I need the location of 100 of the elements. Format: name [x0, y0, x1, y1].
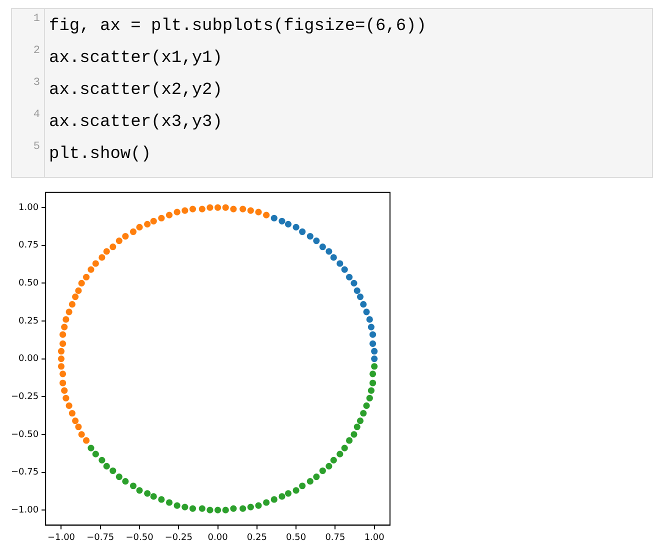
text: 3 — [32, 77, 40, 91]
point — [299, 482, 306, 490]
point — [255, 502, 262, 509]
point — [341, 266, 348, 273]
point — [88, 266, 94, 273]
text: ax.scatter(x3,y3) — [49, 113, 224, 134]
point — [103, 248, 110, 255]
point — [110, 467, 116, 474]
point — [174, 502, 180, 509]
point — [150, 493, 157, 500]
point — [66, 308, 72, 316]
point — [270, 214, 278, 222]
point — [61, 387, 68, 394]
point — [369, 340, 376, 347]
point — [336, 260, 344, 267]
y-tick-label: 0.75 — [18, 240, 39, 251]
point — [284, 220, 292, 228]
point — [214, 506, 222, 514]
point — [240, 505, 246, 512]
point — [306, 478, 314, 485]
y-tick-label: 1.00 — [18, 202, 39, 213]
text: 5 — [32, 141, 40, 155]
y-tick-label: 0.25 — [18, 316, 39, 326]
point — [72, 293, 79, 300]
point — [75, 287, 82, 294]
y-tick-label: −0.25 — [10, 392, 39, 402]
point — [368, 324, 375, 330]
y-tick-label: 0.50 — [18, 278, 39, 289]
point — [356, 293, 364, 300]
point — [284, 490, 292, 497]
point — [116, 473, 122, 480]
point — [369, 380, 376, 386]
point — [292, 487, 300, 494]
point — [78, 280, 85, 286]
point — [350, 280, 358, 286]
point — [341, 444, 348, 452]
point — [116, 238, 122, 244]
point — [346, 437, 353, 444]
point — [278, 218, 286, 224]
point — [58, 348, 65, 355]
y-tick-label: −0.50 — [10, 430, 39, 440]
point — [247, 504, 254, 510]
y-tick-label: 0.00 — [18, 354, 39, 364]
point — [206, 506, 214, 514]
text: 1 — [32, 13, 40, 27]
point — [98, 254, 106, 261]
point — [66, 402, 72, 409]
point — [356, 418, 364, 424]
point — [360, 410, 367, 417]
x-tick-label: −0.75 — [86, 532, 114, 543]
point — [130, 482, 137, 490]
point — [72, 418, 79, 424]
point — [363, 402, 370, 409]
point — [92, 450, 99, 458]
point — [88, 444, 94, 452]
point — [336, 450, 344, 458]
point — [366, 316, 373, 323]
point — [371, 348, 378, 355]
point — [182, 207, 188, 214]
x-tick-label: 0.75 — [325, 532, 346, 543]
point — [369, 370, 376, 378]
x-tick-label: 1.00 — [364, 532, 385, 543]
y-tick-label: −0.75 — [10, 468, 39, 478]
point — [346, 274, 353, 280]
point — [158, 496, 165, 503]
point — [313, 473, 320, 480]
point — [150, 218, 157, 224]
point — [98, 456, 106, 464]
x-tick-label: −0.50 — [126, 532, 154, 543]
point — [58, 363, 65, 370]
point — [350, 431, 358, 438]
point — [158, 214, 165, 222]
point — [103, 462, 110, 470]
point — [166, 499, 173, 506]
point — [306, 232, 314, 240]
text: 4 — [32, 109, 40, 123]
point — [136, 487, 143, 494]
point — [136, 224, 143, 230]
point — [82, 437, 90, 444]
point — [110, 244, 116, 250]
point — [68, 301, 76, 308]
x-tick-label: −0.25 — [164, 532, 192, 543]
point — [189, 505, 196, 512]
point — [278, 493, 286, 500]
point — [122, 478, 129, 485]
point — [60, 370, 66, 378]
point — [82, 274, 90, 280]
point — [330, 254, 337, 261]
point — [92, 260, 99, 267]
point — [319, 244, 326, 250]
point — [198, 505, 206, 512]
point — [230, 505, 237, 512]
point — [60, 380, 66, 386]
point — [182, 504, 188, 510]
point — [369, 331, 376, 338]
point — [78, 431, 85, 438]
point — [122, 232, 129, 240]
text: 2 — [32, 45, 40, 59]
x-tick-label: 0.25 — [246, 532, 267, 543]
x-tick-label: 0.50 — [286, 532, 306, 543]
